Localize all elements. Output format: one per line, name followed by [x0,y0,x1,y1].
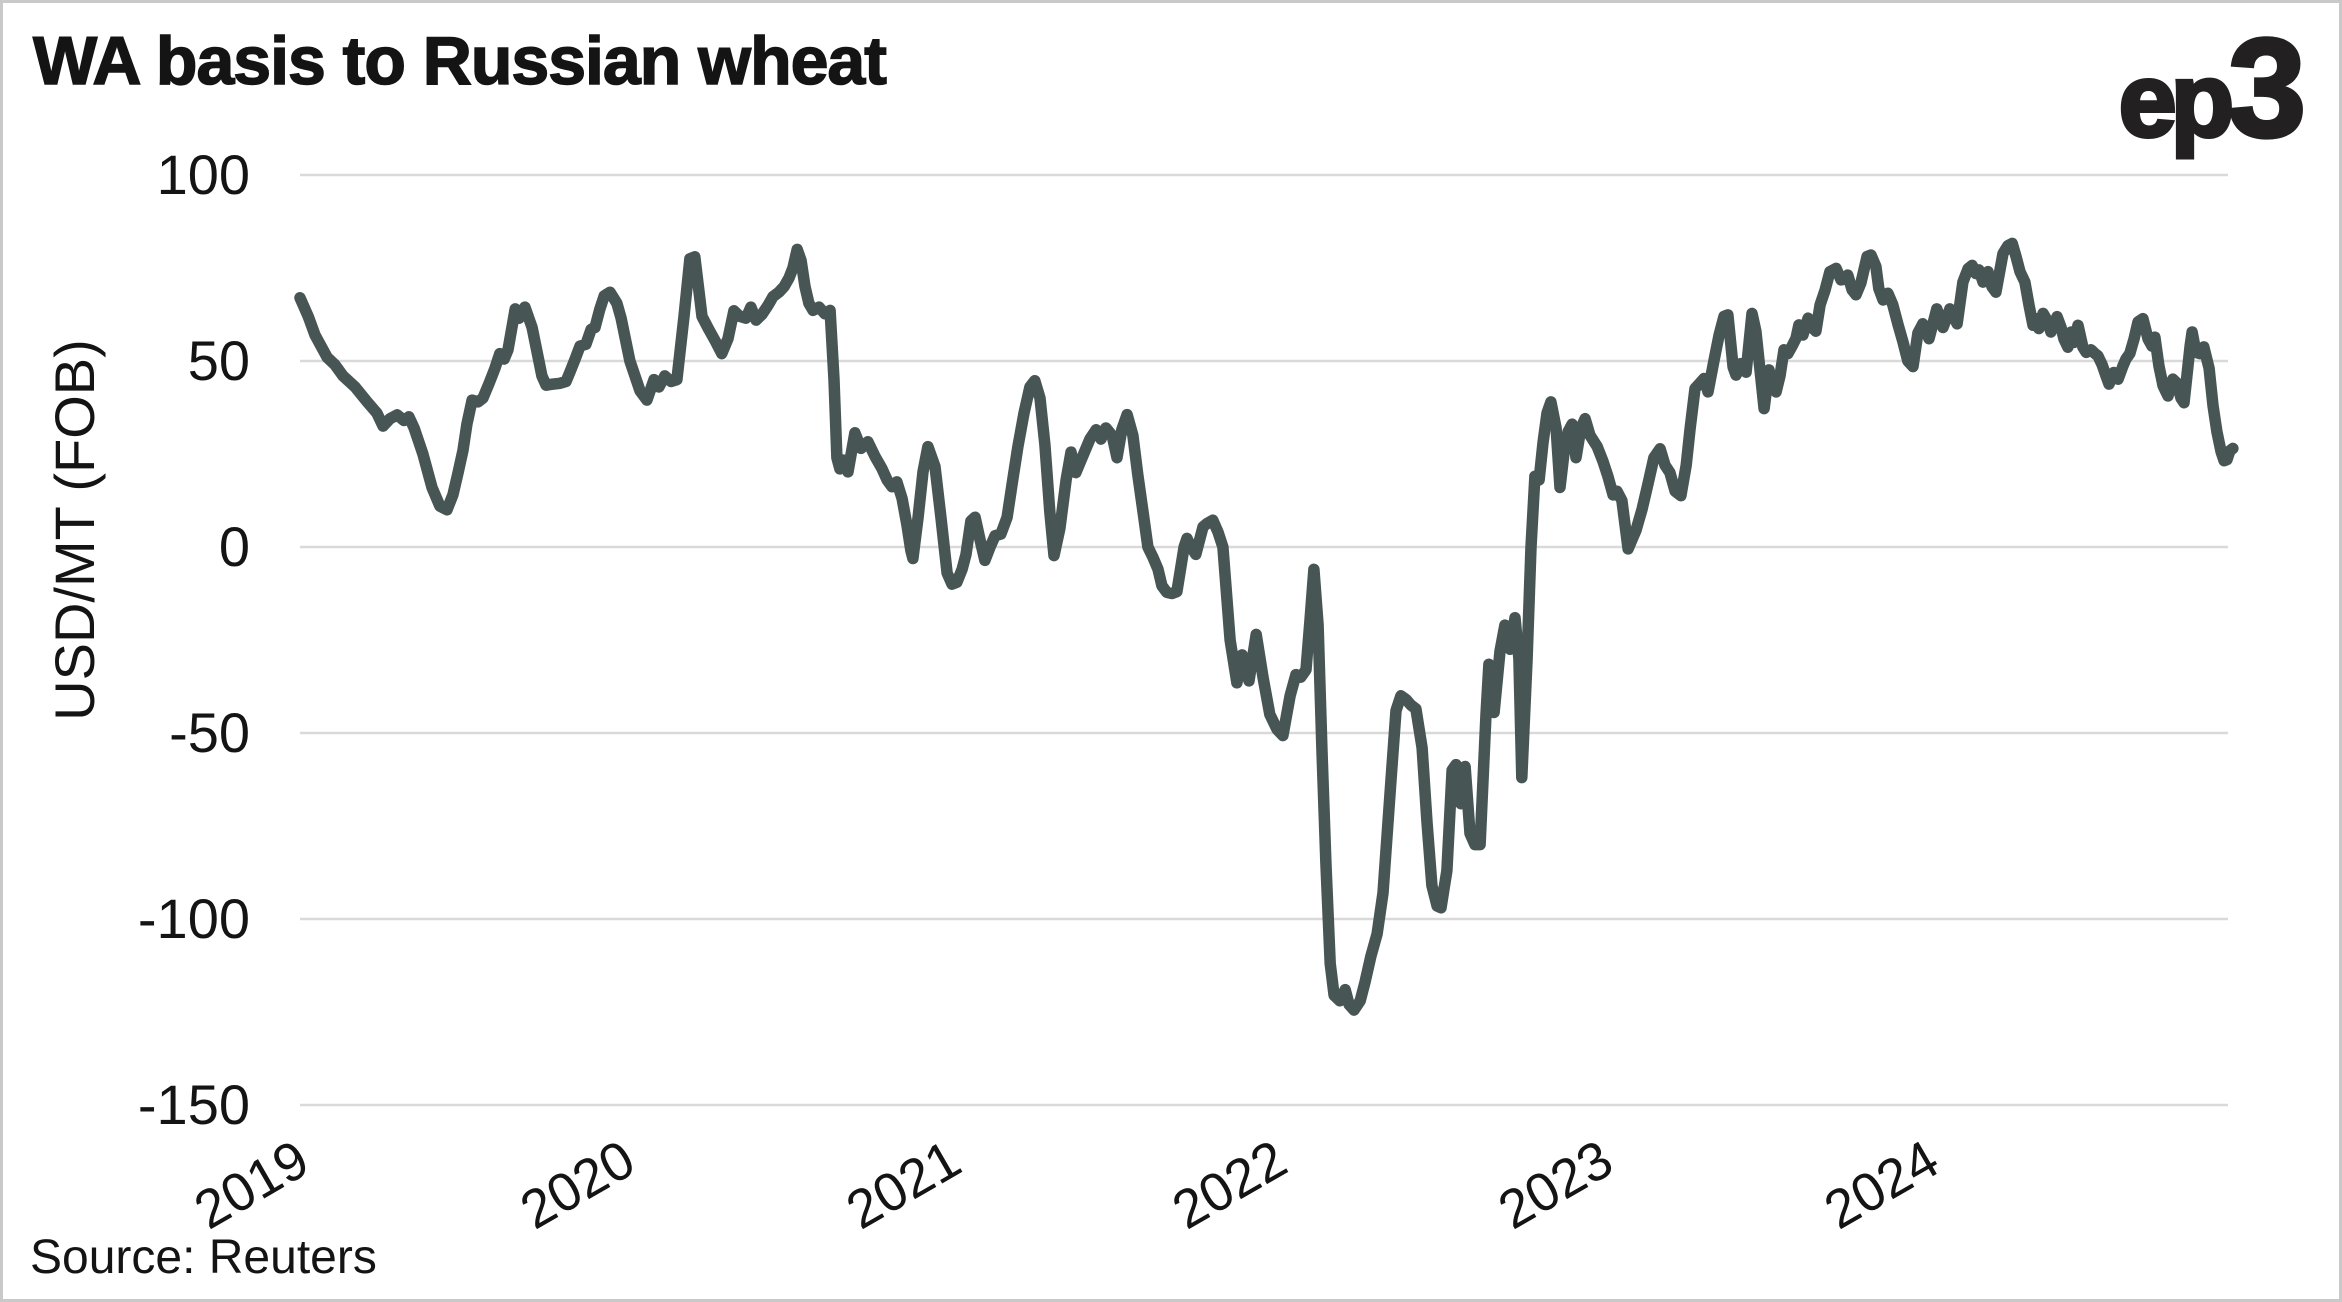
y-tick-label-100: 100 [156,143,250,206]
y-tick-label-50: 50 [187,329,250,392]
page-title: WA basis to Russian wheat [32,23,887,99]
y-tick-label-0: 0 [218,515,250,578]
ep3-logo: ep 3 [2117,9,2308,166]
ep3-logo-3: 3 [2226,9,2308,166]
y-tick-label--50: -50 [169,701,250,764]
basis-line-series [294,237,2239,1016]
ep3-logo-ep: ep [2117,43,2236,159]
y-tick-label--150: -150 [137,1073,250,1136]
y-tick-label--100: -100 [137,887,250,950]
gridlines [300,173,2228,1107]
source-note: Source: Reuters [30,1231,377,1284]
